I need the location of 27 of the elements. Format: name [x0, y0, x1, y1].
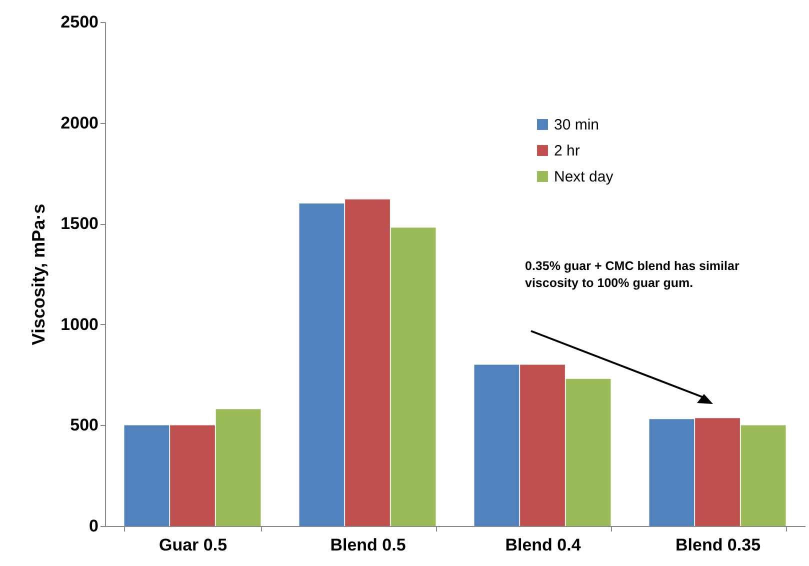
bar — [216, 409, 261, 526]
bar — [170, 425, 215, 526]
x-tick-label: Blend 0.4 — [505, 536, 582, 554]
bar — [390, 228, 436, 526]
x-tick-label: Guar 0.5 — [158, 536, 228, 554]
annotation: 0.35% guar + CMC blend has similar viscosity to 100% guar gum. — [525, 258, 740, 292]
y-tick-label: 500 — [70, 416, 98, 435]
legend-label: Next day — [554, 168, 614, 186]
y-tick-label: 1500 — [60, 214, 98, 234]
bar — [345, 199, 390, 526]
x-tick-label: Blend 0.35 — [675, 536, 761, 554]
y-tick-label: 1000 — [60, 314, 98, 334]
y-tick-label: 2000 — [60, 113, 98, 132]
bar — [299, 203, 344, 526]
y-axis-title: Viscosity, mPa·s — [28, 204, 49, 346]
legend-label: 2 hr — [554, 142, 580, 160]
bar — [566, 378, 611, 526]
bar — [740, 425, 786, 526]
bar — [695, 418, 740, 526]
bar — [520, 364, 565, 526]
legend-label: 30 min — [554, 116, 600, 134]
bar — [474, 364, 520, 526]
y-tick-label: 2500 — [60, 12, 98, 32]
bar — [649, 419, 694, 526]
bar — [124, 425, 170, 526]
x-tick-label: Blend 0.5 — [330, 536, 406, 554]
y-tick-label: 0 — [89, 516, 98, 536]
